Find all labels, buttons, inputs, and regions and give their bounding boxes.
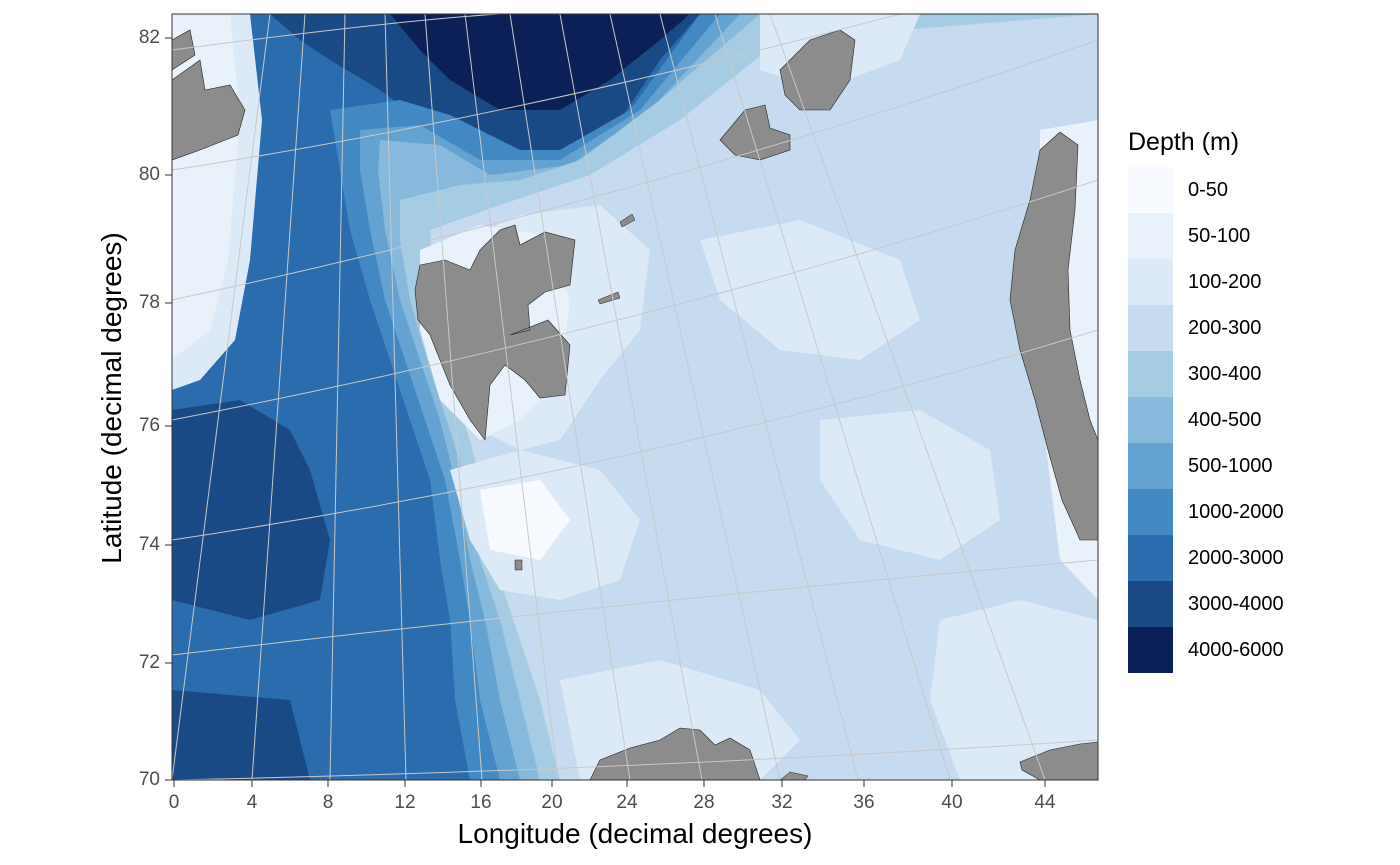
land-greenland bbox=[172, 59, 246, 161]
legend-item: 500-1000 bbox=[1128, 443, 1284, 489]
land-kvitoya bbox=[619, 213, 636, 228]
legend-label: 4000-6000 bbox=[1188, 638, 1284, 661]
legend-label: 500-1000 bbox=[1188, 454, 1273, 477]
legend-swatch bbox=[1128, 397, 1173, 443]
depth-layer-100-200-central bbox=[700, 220, 920, 360]
y-tick-label: 78 bbox=[138, 292, 160, 313]
depth-layer-3000-4000 bbox=[172, 400, 330, 620]
panel-border bbox=[171, 13, 1099, 781]
y-tick-label: 72 bbox=[138, 652, 160, 673]
legend-item: 50-100 bbox=[1128, 213, 1284, 259]
legend-item: 400-500 bbox=[1128, 397, 1284, 443]
y-tick-label: 74 bbox=[138, 534, 160, 555]
map-panel bbox=[172, 14, 1098, 780]
land-kanin bbox=[1019, 741, 1098, 780]
land-franz-josef-east bbox=[779, 29, 856, 111]
x-tick-label: 20 bbox=[541, 792, 563, 813]
depth-layer-3000-4000-south bbox=[172, 690, 310, 780]
x-tick-label: 32 bbox=[771, 792, 793, 813]
x-tick-label: 44 bbox=[1034, 792, 1056, 813]
x-tick-label: 12 bbox=[394, 792, 416, 813]
x-tick-label: 0 bbox=[168, 792, 180, 813]
graticule bbox=[172, 14, 1098, 780]
y-tick-label: 80 bbox=[138, 164, 160, 185]
legend-items: 0-50 50-100 100-200 200-300 300-400 400-500 50… bbox=[1128, 167, 1284, 673]
x-tick-label: 36 bbox=[853, 792, 875, 813]
legend-swatch bbox=[1128, 581, 1173, 627]
legend-label: 100-200 bbox=[1188, 270, 1262, 293]
legend-swatch bbox=[1128, 535, 1173, 581]
legend-swatch bbox=[1128, 213, 1173, 259]
x-axis-title: Longitude (decimal degrees) bbox=[457, 818, 813, 849]
legend-swatch bbox=[1128, 351, 1173, 397]
land-bjornoya bbox=[514, 559, 523, 571]
legend-label: 3000-4000 bbox=[1188, 592, 1284, 615]
land-novaya-zemlya bbox=[1009, 131, 1098, 541]
x-tick-label: 16 bbox=[470, 792, 492, 813]
legend-label: 1000-2000 bbox=[1188, 500, 1284, 523]
x-tick-label: 4 bbox=[246, 792, 258, 813]
land-kola bbox=[779, 771, 809, 780]
legend-swatch bbox=[1128, 443, 1173, 489]
depth-layer-0-50-bank bbox=[480, 480, 570, 560]
legend-item: 200-300 bbox=[1128, 305, 1284, 351]
legend-item: 1000-2000 bbox=[1128, 489, 1284, 535]
legend-item: 0-50 bbox=[1128, 167, 1284, 213]
land-kong-karls bbox=[597, 291, 621, 305]
legend-swatch bbox=[1128, 167, 1173, 213]
legend-swatch bbox=[1128, 305, 1173, 351]
x-tick-label: 24 bbox=[616, 792, 638, 813]
depth-layer-100-200-southeast bbox=[930, 600, 1098, 780]
legend-swatch bbox=[1128, 627, 1173, 673]
legend-label: 300-400 bbox=[1188, 362, 1262, 385]
axis-ticks bbox=[165, 37, 1046, 787]
legend-item: 4000-6000 bbox=[1128, 627, 1284, 673]
land-svalbard bbox=[414, 224, 576, 441]
y-tick-label: 70 bbox=[138, 769, 160, 790]
legend-swatch bbox=[1128, 259, 1173, 305]
y-tick-label: 76 bbox=[138, 415, 160, 436]
legend-label: 400-500 bbox=[1188, 408, 1262, 431]
x-tick-label: 28 bbox=[693, 792, 715, 813]
legend-item: 3000-4000 bbox=[1128, 581, 1284, 627]
legend-label: 200-300 bbox=[1188, 316, 1262, 339]
x-tick-label: 8 bbox=[322, 792, 334, 813]
legend-label: 2000-3000 bbox=[1188, 546, 1284, 569]
y-tick-label: 82 bbox=[138, 27, 160, 48]
legend-label: 50-100 bbox=[1188, 224, 1251, 247]
x-tick-label: 40 bbox=[941, 792, 963, 813]
depth-layer-100-200-east bbox=[820, 410, 1000, 560]
legend-item: 300-400 bbox=[1128, 351, 1284, 397]
land-greenland-north bbox=[172, 29, 196, 71]
legend-item: 2000-3000 bbox=[1128, 535, 1284, 581]
legend-title: Depth (m) bbox=[1128, 128, 1240, 156]
legend-label: 0-50 bbox=[1188, 178, 1229, 201]
depth-legend: Depth (m) 0-50 50-100 100-200 200-300 300-40… bbox=[1128, 128, 1284, 673]
legend-swatch bbox=[1128, 489, 1173, 535]
legend-item: 100-200 bbox=[1128, 259, 1284, 305]
y-axis-title: Latitude (decimal degrees) bbox=[96, 232, 127, 564]
